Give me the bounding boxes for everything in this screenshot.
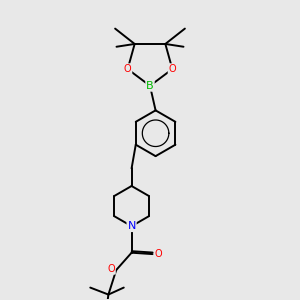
Text: O: O — [169, 64, 176, 74]
Text: N: N — [128, 221, 136, 231]
Text: O: O — [124, 64, 131, 74]
Text: B: B — [146, 81, 154, 91]
Text: O: O — [107, 264, 115, 274]
Text: O: O — [155, 249, 163, 259]
